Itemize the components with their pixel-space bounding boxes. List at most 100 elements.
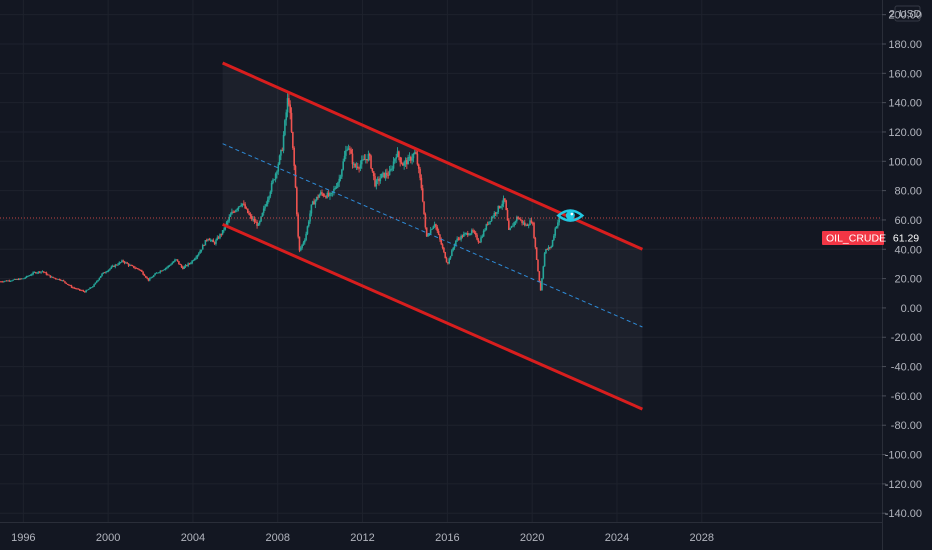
candle-body	[322, 193, 325, 196]
candle-body	[276, 171, 278, 174]
candle-body	[131, 265, 134, 267]
candle-body	[306, 226, 309, 234]
candle-body	[42, 271, 45, 273]
candle-body	[484, 229, 486, 231]
candle-body	[130, 265, 132, 266]
candle-body	[502, 198, 505, 204]
candle-body	[7, 280, 9, 282]
time-axis[interactable]: 1996 2000 2004 2008 2012 2016 2020 2024 2028	[0, 522, 882, 545]
candle-body	[243, 203, 245, 205]
candle-body	[264, 206, 266, 209]
candle-body	[451, 250, 453, 257]
candle-body	[343, 155, 346, 162]
candle-body	[379, 178, 382, 182]
x-tick-label: 2008	[266, 532, 290, 544]
candle-body	[333, 188, 335, 192]
candle-body	[408, 156, 411, 158]
scale-mark[interactable]: 2	[889, 8, 895, 20]
eye-highlight	[570, 212, 574, 216]
candle-body	[78, 288, 81, 291]
candle-body	[209, 240, 212, 241]
candle-body	[19, 278, 21, 280]
channel-lower-line[interactable]	[222, 222, 644, 411]
candle-body	[303, 240, 306, 243]
candle-body	[86, 289, 89, 291]
candle-body	[545, 249, 547, 254]
candle-body	[168, 265, 171, 266]
candle-body	[258, 221, 261, 224]
candle-body	[514, 221, 517, 223]
candle-body	[305, 233, 307, 241]
candle-body	[382, 172, 384, 174]
candle-body	[523, 222, 526, 226]
candle-body	[107, 269, 110, 272]
candle-body	[280, 149, 282, 156]
candle-body	[337, 182, 339, 187]
candle-body	[331, 191, 334, 194]
candle-body	[403, 162, 405, 166]
y-tick-label: 80.00	[894, 186, 922, 198]
candle-body	[288, 98, 290, 105]
y-tick-label: -100.00	[885, 450, 922, 462]
candle-body	[159, 270, 162, 273]
candle-body	[62, 280, 65, 282]
candle-body	[482, 230, 485, 237]
channel-midline[interactable]	[222, 143, 643, 328]
candle-body	[65, 282, 68, 284]
candle-body	[41, 271, 44, 273]
candle-body	[183, 266, 185, 269]
candle-body	[433, 224, 436, 227]
candle-body	[411, 158, 413, 161]
candle-body	[551, 240, 554, 247]
candle-body	[554, 228, 557, 236]
candle-body	[319, 192, 322, 195]
candle-body	[277, 164, 280, 172]
candle-body	[33, 272, 36, 274]
overlay	[0, 209, 882, 222]
candle-body	[70, 285, 73, 288]
candle-body	[97, 279, 99, 282]
candle-body	[69, 285, 72, 287]
candle-body	[375, 180, 378, 187]
price-axis[interactable]: 200.00 180.00 160.00 140.00 120.00 100.00 80.0…	[882, 0, 932, 550]
candle-body	[213, 242, 216, 244]
candle-body	[546, 249, 549, 250]
candle-body	[509, 228, 511, 230]
candle-body	[142, 271, 144, 275]
x-tick-label: 2020	[520, 532, 544, 544]
candle-body	[526, 224, 529, 226]
candle-body	[535, 247, 538, 260]
candle-body	[367, 153, 370, 161]
candle-body	[257, 223, 260, 226]
candle-body	[0, 281, 3, 283]
candle-body	[66, 283, 69, 285]
candle-body	[254, 221, 257, 223]
candle-body	[148, 278, 151, 281]
candle-body	[239, 206, 241, 207]
candle-body	[171, 262, 174, 265]
candle-body	[50, 276, 53, 278]
candle-body	[406, 160, 408, 165]
y-tick-label: 100.00	[888, 156, 922, 168]
y-tick-label: -20.00	[891, 332, 922, 344]
y-tick-label: -40.00	[891, 362, 922, 374]
x-tick-label: 2004	[181, 532, 205, 544]
candle-body	[404, 160, 407, 163]
price-label-background	[822, 231, 884, 245]
y-tick-label: 200.00	[888, 10, 922, 22]
candle-body	[550, 246, 553, 248]
candle-body	[441, 244, 444, 248]
candle-body	[374, 176, 376, 187]
candle-body	[156, 272, 159, 274]
candle-body	[1, 281, 4, 283]
candle-body	[237, 206, 240, 209]
grid	[0, 0, 882, 522]
currency-label[interactable]: USD	[899, 8, 922, 20]
candle-body	[186, 265, 188, 266]
candles	[0, 92, 561, 293]
candle-body	[118, 262, 121, 265]
candle-body	[417, 164, 420, 169]
candle-body	[326, 192, 329, 198]
candle-body	[310, 204, 313, 214]
